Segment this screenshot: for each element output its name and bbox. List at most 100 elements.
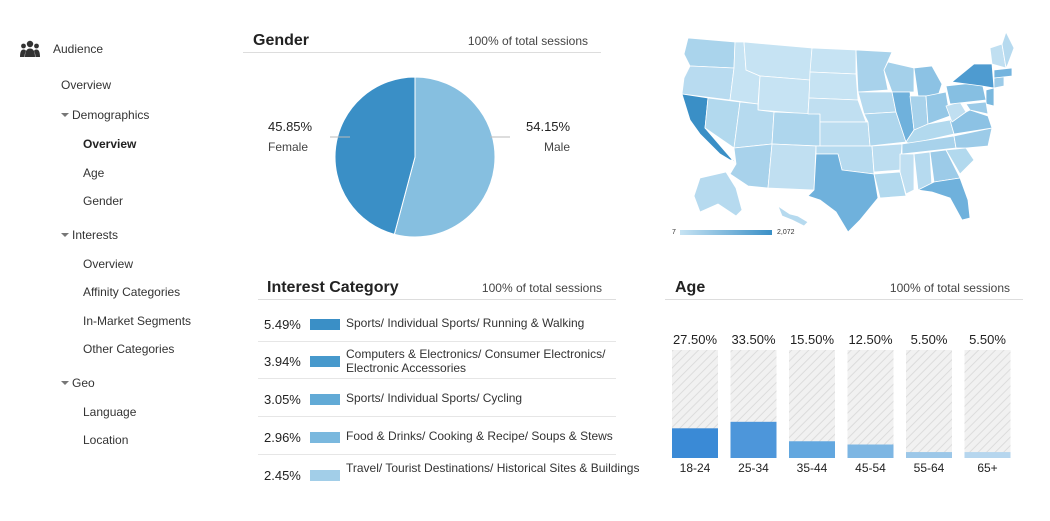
map-state-ma[interactable] [993,67,1013,79]
map-state-mn[interactable] [855,49,893,93]
pie-leader-lines [330,136,510,138]
sidebar-item-interests[interactable]: Interests [61,228,118,242]
map-state-ny[interactable] [951,63,995,89]
map-state-tx[interactable] [807,153,879,233]
map-legend-gradient [680,230,772,235]
map-state-fl[interactable] [917,177,971,221]
age-bar-35-44[interactable] [789,441,835,458]
interest-swatch [310,470,340,481]
age-bar-55-64[interactable] [906,452,952,458]
age-subtitle: 100% of total sessions [889,281,1010,295]
map-state-me[interactable] [1001,31,1015,69]
map-state-ia[interactable] [857,91,897,115]
map-legend-max: 2,072 [777,229,795,236]
caret-down-icon [61,113,69,117]
age-bar-18-24[interactable] [672,428,718,458]
sidebar-item-affinity-categories[interactable]: Affinity Categories [83,285,180,299]
map-state-wa[interactable] [683,37,736,69]
map-state-md[interactable] [965,101,989,115]
age-value-label: 12.50% [848,332,893,347]
sidebar-item-in-market-segments[interactable]: In-Market Segments [83,314,191,328]
female-label: Female [268,140,309,154]
interest-row[interactable]: 2.45% Travel/ Tourist Destinations/ Histo… [258,456,639,493]
map-state-az[interactable] [729,143,773,189]
sidebar-item-label: In-Market Segments [83,314,192,328]
sidebar-item-demographics[interactable]: Demographics [61,108,149,122]
map-legend-min: 7 [672,229,676,236]
sidebar-item-label: Language [83,405,137,419]
age-value-label: 5.50% [911,332,948,347]
interest-percent: 5.49% [264,317,301,332]
map-state-nd[interactable] [809,47,857,75]
map-state-ms[interactable] [899,153,915,195]
age-bar-65+[interactable] [964,452,1011,458]
map-state-hi[interactable] [777,205,809,227]
sidebar-item-label: Gender [83,194,124,208]
map-state-wy[interactable] [757,75,811,115]
sidebar-item-label: Location [83,433,129,447]
interest-divider [258,299,616,300]
sidebar-item-location[interactable]: Location [83,433,128,447]
audience-label: Audience [53,42,104,56]
age-bar-track [964,350,1011,458]
age-value-label: 33.50% [731,332,776,347]
interest-category-name: Food & Drinks/ Cooking & Recipe/ Soups &… [346,429,613,443]
gender-divider [243,52,601,53]
map-state-wi[interactable] [883,61,915,93]
age-bar-track [847,350,894,458]
us-sessions-map[interactable] [670,30,1015,245]
male-percent: 54.15% [526,119,571,134]
audience-icon [20,40,40,57]
sidebar-item-language[interactable]: Language [83,405,136,419]
age-bar-track [789,350,835,458]
map-state-nj[interactable] [985,87,995,107]
map-state-co[interactable] [771,111,821,147]
age-bar-track [906,350,952,458]
map-state-mo[interactable] [863,111,907,147]
interest-row[interactable]: 3.94% Computers & Electronics/ Consumer E… [258,342,616,379]
interest-row[interactable]: 3.05% Sports/ Individual Sports/ Cycling [258,380,616,417]
interest-swatch [310,394,340,405]
sidebar-item-overview[interactable]: Overview [83,257,133,271]
audience-header[interactable]: Audience [20,40,103,58]
map-state-ar[interactable] [871,143,903,173]
gender-pie-chart [334,76,496,238]
sidebar-item-geo[interactable]: Geo [61,376,95,390]
pie-slice-male[interactable] [393,76,496,238]
pie-slice-female[interactable] [334,76,416,235]
map-state-la[interactable] [873,171,907,199]
age-value-label: 15.50% [790,332,835,347]
sidebar-item-label: Overview [61,78,112,92]
sidebar-item-label: Affinity Categories [83,285,181,299]
interest-percent: 2.45% [264,468,301,483]
interest-row[interactable]: 2.96% Food & Drinks/ Cooking & Recipe/ So… [258,418,616,455]
sidebar-item-label: Overview [83,137,137,151]
sidebar-item-age[interactable]: Age [83,166,104,180]
map-state-sd[interactable] [808,71,859,101]
interest-swatch [310,356,340,367]
sidebar-item-label: Age [83,166,105,180]
map-state-ak[interactable] [693,171,743,217]
interest-row[interactable]: 5.49% Sports/ Individual Sports/ Running … [258,305,616,342]
sidebar-item-other-categories[interactable]: Other Categories [83,342,174,356]
sidebar-item-label: Geo [72,376,95,390]
map-state-sc[interactable] [945,147,975,175]
sidebar-item-label: Interests [72,228,119,242]
age-bar-25-34[interactable] [730,421,777,458]
age-category-label: 55-64 [914,461,945,475]
map-state-or[interactable] [681,65,735,101]
interest-percent: 3.05% [264,392,301,407]
interest-title: Interest Category [267,279,399,296]
sidebar-item-overview[interactable]: Overview [61,78,111,92]
map-state-nm[interactable] [767,143,817,191]
age-category-label: 18-24 [680,461,711,475]
map-state-ks[interactable] [819,121,871,147]
interest-swatch [310,432,340,443]
age-category-label: 35-44 [797,461,828,475]
age-bar-45-54[interactable] [847,444,894,459]
map-state-mi[interactable] [913,65,943,97]
sidebar-item-gender[interactable]: Gender [83,194,123,208]
male-label: Male [544,140,571,154]
sidebar-item-overview[interactable]: Overview [83,137,136,151]
age-value-label: 27.50% [673,332,718,347]
